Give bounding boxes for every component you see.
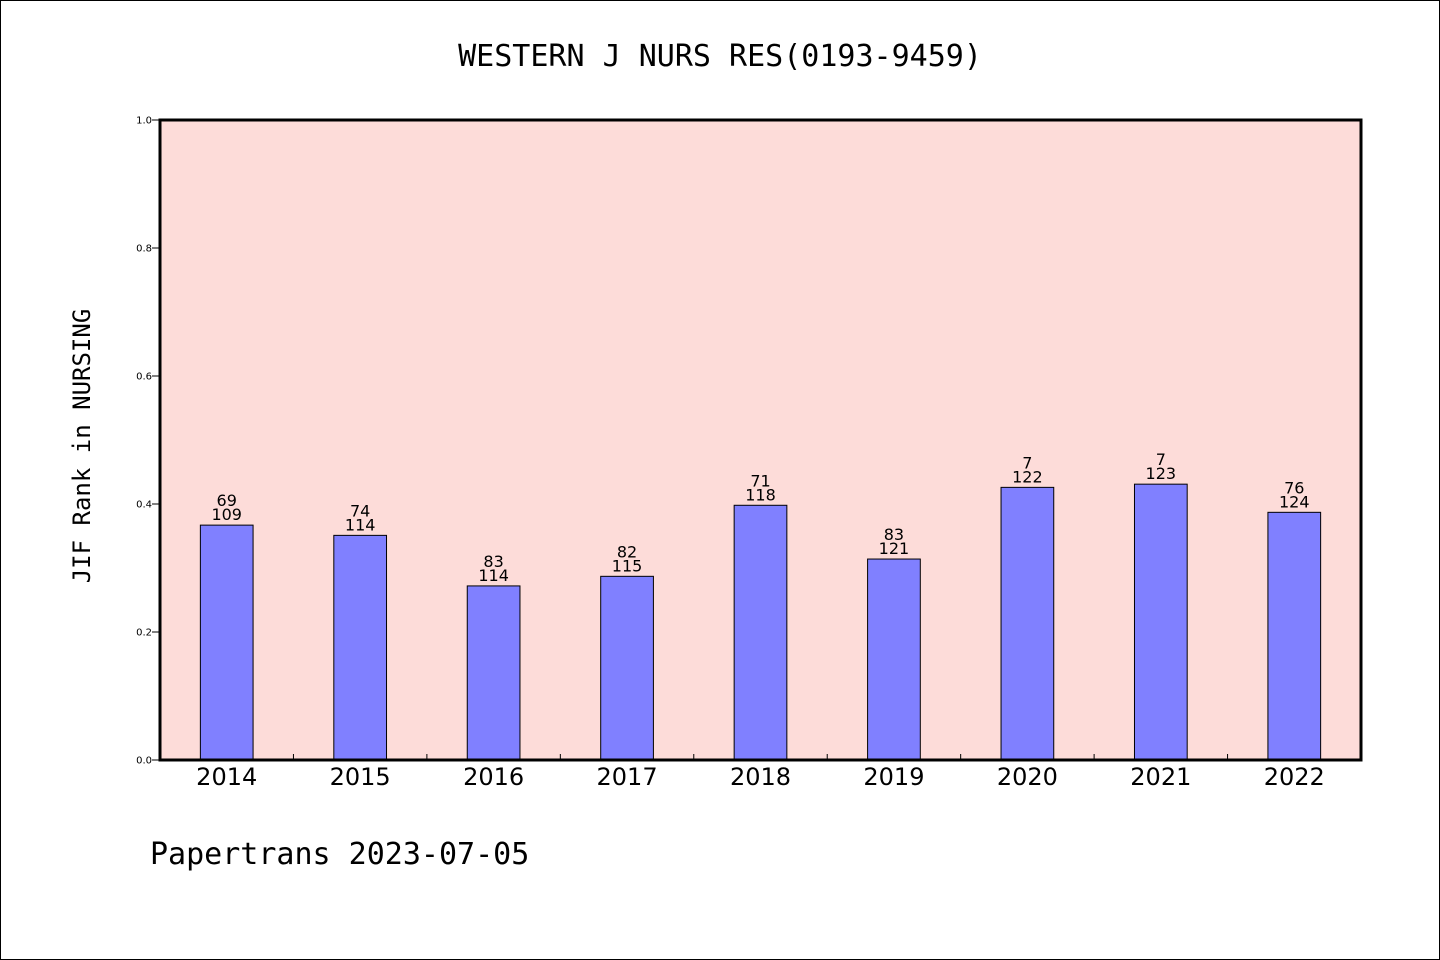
bar (1133, 483, 1188, 761)
y-tick-label: 0.8 (136, 244, 152, 255)
bar (600, 575, 654, 761)
bar-rank-label: 71 (750, 471, 770, 490)
bar-total-label: 109 (211, 505, 242, 524)
bar (733, 504, 788, 761)
x-axis: 2014 2015 2016 2017 2018 2019 2020 2021 2022 (196, 754, 1325, 791)
bar-rank-label: 83 (483, 552, 503, 571)
x-tick-label: 2016 (463, 763, 524, 791)
chart-title: WESTERN J NURS RES(0193-9459) (458, 39, 982, 74)
bar (333, 534, 388, 761)
y-tick-label: 0.4 (136, 500, 152, 511)
bar-rank-label: 83 (884, 525, 904, 544)
bar-rank-label: 7 (1022, 453, 1032, 472)
x-tick-label: 2014 (196, 763, 257, 791)
bar-total-label: 114 (478, 566, 509, 585)
x-tick-label: 2017 (597, 763, 658, 791)
bar (867, 558, 921, 761)
bar-total-label: 122 (1012, 467, 1043, 486)
x-tick-label: 2015 (330, 763, 391, 791)
x-tick-label: 2021 (1130, 763, 1191, 791)
bar-rank-label: 74 (350, 501, 370, 520)
y-tick-label: 0.2 (136, 628, 152, 639)
y-tick-label: 0.0 (136, 756, 152, 767)
bar-total-label: 124 (1279, 492, 1310, 511)
bar-total-label: 115 (612, 556, 643, 575)
bar-rank-label: 69 (217, 491, 237, 510)
bar (1000, 486, 1055, 761)
bar-total-label: 121 (879, 539, 910, 558)
x-tick-label: 2020 (997, 763, 1058, 791)
bar-total-label: 118 (745, 485, 776, 504)
bar (1267, 511, 1322, 761)
x-tick-label: 2018 (730, 763, 791, 791)
bar-rank-label: 82 (617, 542, 637, 561)
bar-rank-label: 7 (1156, 450, 1166, 469)
bar-total-label: 123 (1146, 464, 1177, 483)
bar-total-label: 114 (345, 515, 376, 534)
plot-border (158, 118, 1363, 762)
x-tick-label: 2022 (1264, 763, 1325, 791)
y-tick-label: 0.6 (136, 372, 152, 383)
bar (199, 524, 254, 761)
bar-rank-label: 76 (1284, 478, 1304, 497)
y-axis-label: JIF Rank in NURSING (68, 309, 96, 584)
y-axis: 0.0 0.2 0.4 0.6 0.8 1.0 (136, 116, 160, 767)
x-tick-label: 2019 (863, 763, 924, 791)
y-tick-label: 1.0 (136, 116, 152, 127)
bar (466, 585, 521, 761)
footer-text: Papertrans 2023-07-05 (150, 837, 529, 872)
